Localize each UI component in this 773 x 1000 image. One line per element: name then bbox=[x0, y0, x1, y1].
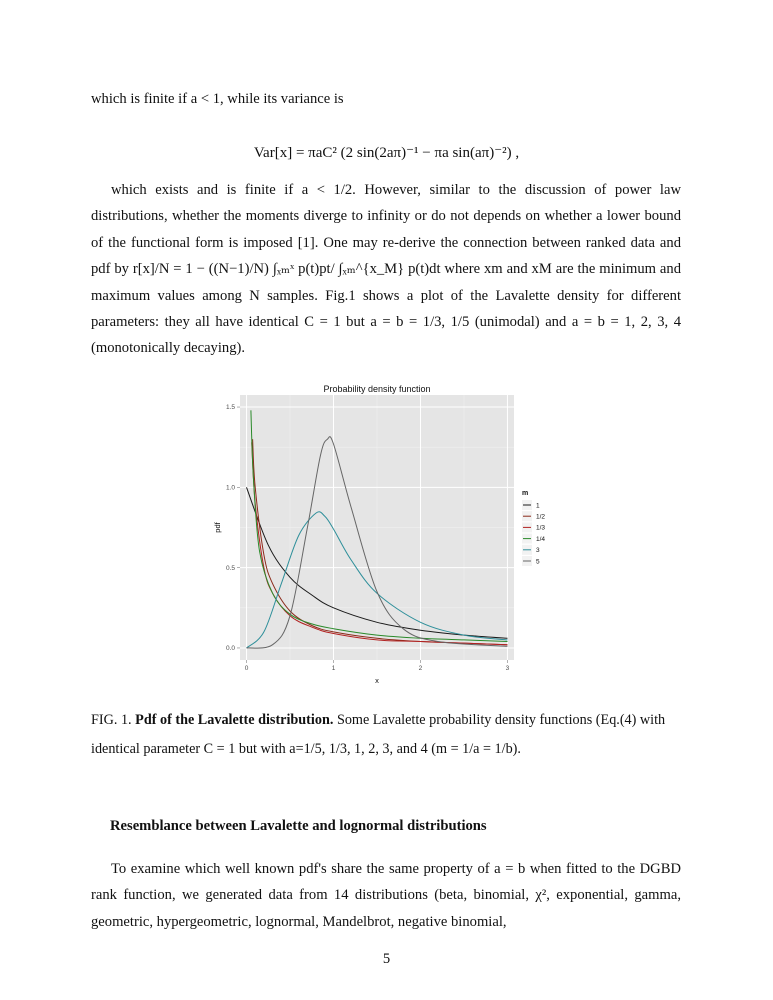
legend-label-m-3: 3 bbox=[536, 547, 540, 554]
y-tick-label: 0.5 bbox=[226, 565, 235, 572]
figure-caption: FIG. 1. Pdf of the Lavalette distributio… bbox=[91, 706, 681, 763]
y-axis-label: pdf bbox=[213, 521, 222, 532]
figure-1: Probability density function 0 1 2 3 0.0 0.5 1.… bbox=[200, 380, 570, 685]
series-line-m-1-3 bbox=[251, 442, 508, 646]
x-tick-label: 0 bbox=[245, 665, 249, 672]
x-axis-label: x bbox=[375, 676, 379, 685]
legend-label-m-1: 1 bbox=[536, 502, 540, 509]
y-tick-label: 1.5 bbox=[226, 404, 235, 411]
page-number: 5 bbox=[382, 951, 391, 967]
series-line-m-3 bbox=[246, 511, 508, 649]
legend-label-m-1-3: 1/3 bbox=[536, 525, 545, 532]
legend-label-m-1-4: 1/4 bbox=[536, 536, 545, 543]
chart-title: Probability density function bbox=[323, 384, 430, 394]
series-line-m-1-4 bbox=[250, 410, 508, 642]
section-heading: Resemblance between Lavalette and lognor… bbox=[110, 818, 487, 834]
paragraph-moments: which exists and is finite if a < 1/2. H… bbox=[91, 182, 681, 357]
pdf-chart: Probability density function 0 1 2 3 0.0 0.5 1.… bbox=[213, 384, 545, 685]
legend-title: m bbox=[522, 490, 528, 497]
x-tick-label: 1 bbox=[332, 665, 336, 672]
series-line-m-5 bbox=[246, 436, 508, 649]
caption-label: FIG. 1. bbox=[91, 712, 132, 728]
legend-label-m-5: 5 bbox=[536, 558, 540, 565]
series-line-m-1 bbox=[246, 487, 508, 639]
y-tick-label: 1.0 bbox=[226, 485, 235, 492]
legend-label-m-1-2: 1/2 bbox=[536, 514, 545, 521]
x-tick-label: 3 bbox=[506, 665, 510, 672]
caption-title: Pdf of the Lavalette distribution. bbox=[135, 712, 334, 728]
variance-equation: Var[x] = πaC² (2 sin(2aπ)⁻¹ − πa sin(aπ)… bbox=[253, 145, 520, 161]
x-tick-label: 2 bbox=[419, 665, 423, 672]
caption-text: Some Lavalette probability density funct… bbox=[91, 712, 666, 757]
paragraph-resemblance: To examine which well known pdf's share … bbox=[91, 861, 681, 930]
y-tick-label: 0.0 bbox=[226, 645, 235, 652]
intro-line: which is finite if a < 1, while its vari… bbox=[91, 91, 344, 107]
